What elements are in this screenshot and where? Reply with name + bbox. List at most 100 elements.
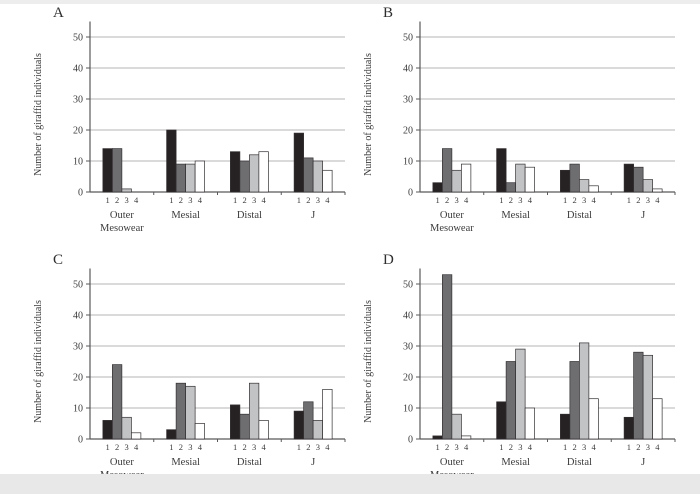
y-tick-label: 30 <box>73 95 83 106</box>
bar <box>258 151 269 193</box>
category-label: Outer <box>440 457 464 468</box>
y-tick-label: 20 <box>403 126 413 137</box>
x-tick-label: 2 <box>573 195 577 205</box>
x-tick-label: 3 <box>518 442 522 452</box>
x-tick-label: 1 <box>436 195 440 205</box>
panel-label-d: D <box>383 252 395 268</box>
bar <box>451 413 462 440</box>
bar <box>102 420 113 440</box>
page-bottom-margin <box>0 474 700 494</box>
bar <box>560 169 571 193</box>
x-tick-label: 3 <box>646 195 650 205</box>
bar <box>249 382 260 440</box>
bar <box>239 413 250 440</box>
bar <box>461 163 472 193</box>
bar <box>121 416 132 440</box>
y-tick-label: 20 <box>403 373 413 384</box>
bar <box>322 389 333 440</box>
bar <box>588 398 599 440</box>
x-tick-label: 4 <box>655 195 660 205</box>
bar <box>230 404 241 440</box>
bar <box>432 182 443 193</box>
bar <box>442 148 453 193</box>
x-tick-label: 4 <box>325 195 330 205</box>
category-label: J <box>311 457 315 468</box>
panel-c: C 010203040501234OuterMesowear1234Mesial… <box>25 252 355 499</box>
giraffid-bar-chart-c: 010203040501234OuterMesowear1234Mesial12… <box>25 266 355 499</box>
x-tick-label: 4 <box>262 442 267 452</box>
x-tick-label: 4 <box>464 442 469 452</box>
y-tick-label: 0 <box>78 435 83 446</box>
y-tick-label: 40 <box>403 64 413 75</box>
figure-grid: A 0 10 20 30 40 50 1 2 3 4 Outer Mesowear 1 2 3 4 Mesial… <box>25 5 685 499</box>
x-tick-label: 4 <box>198 195 203 205</box>
x-tick-label: 2 <box>573 442 577 452</box>
x-tick-label: 3 <box>125 195 129 205</box>
bar <box>505 182 516 193</box>
bar <box>194 160 205 193</box>
bar <box>185 163 196 193</box>
x-tick-label: 2 <box>636 442 640 452</box>
x-tick-label: 1 <box>169 442 173 452</box>
y-tick-label: 50 <box>403 33 413 44</box>
y-tick-label: 30 <box>403 342 413 353</box>
bar <box>312 160 323 193</box>
category-label: Mesowear <box>100 223 144 234</box>
x-tick-label: 2 <box>179 195 183 205</box>
bar <box>560 413 571 440</box>
y-axis-title: Number of giraffid individuals <box>363 53 374 176</box>
x-tick-label: 1 <box>563 442 567 452</box>
x-tick-label: 3 <box>316 195 320 205</box>
page-top-margin <box>0 0 700 4</box>
x-tick-label: 2 <box>636 195 640 205</box>
category-label: Mesial <box>501 210 530 221</box>
x-tick-label: 2 <box>445 195 449 205</box>
bar <box>175 163 186 193</box>
x-tick-label: 4 <box>262 195 267 205</box>
bar <box>633 351 644 440</box>
y-tick-label: 10 <box>73 404 83 415</box>
y-tick-label: 0 <box>78 188 83 199</box>
bar <box>131 432 142 440</box>
x-tick-label: 4 <box>655 442 660 452</box>
x-tick-label: 2 <box>179 442 183 452</box>
bar <box>515 163 526 193</box>
x-tick-label: 3 <box>125 442 129 452</box>
x-tick-label: 2 <box>509 195 513 205</box>
y-axis-title: Number of giraffid individuals <box>33 53 44 176</box>
x-tick-label: 4 <box>198 442 203 452</box>
x-tick-label: 1 <box>297 195 301 205</box>
x-tick-label: 4 <box>464 195 469 205</box>
x-tick-label: 1 <box>627 195 631 205</box>
bar <box>569 163 580 193</box>
giraffid-bar-chart-d: 010203040501234OuterMesowear1234Mesial12… <box>355 266 685 499</box>
x-tick-label: 1 <box>106 195 110 205</box>
bar <box>579 342 590 440</box>
giraffid-bar-chart-a: 0 10 20 30 40 50 1 2 3 4 Outer Mesowear 1 2 3 4 Mesial 1 2… <box>25 19 355 252</box>
y-tick-label: 50 <box>73 33 83 44</box>
y-tick-label: 40 <box>73 64 83 75</box>
x-tick-label: 4 <box>528 442 533 452</box>
x-tick-label: 3 <box>582 442 586 452</box>
x-tick-label: 1 <box>233 195 237 205</box>
y-axis-title: Number of giraffid individuals <box>33 300 44 423</box>
bar <box>293 132 304 193</box>
x-tick-label: 3 <box>188 442 192 452</box>
bar <box>303 157 314 193</box>
y-tick-label: 50 <box>73 280 83 291</box>
panel-label-a: A <box>53 5 65 21</box>
panel-b: B 0 10 20 30 40 50 1 2 3 4 Outer Mesowear 1 2 3 4 Mesial… <box>355 5 685 252</box>
category-label: Mesial <box>171 210 200 221</box>
bar <box>112 148 123 193</box>
y-tick-label: 10 <box>403 157 413 168</box>
bar <box>312 420 323 440</box>
x-tick-label: 4 <box>134 442 139 452</box>
y-axis-title: Number of giraffid individuals <box>363 300 374 423</box>
bar <box>112 364 123 440</box>
category-label: Outer <box>110 457 134 468</box>
y-tick-label: 20 <box>73 126 83 137</box>
x-tick-label: 2 <box>243 195 247 205</box>
category-label: J <box>641 210 645 221</box>
y-tick-label: 30 <box>403 95 413 106</box>
bar <box>442 274 453 440</box>
